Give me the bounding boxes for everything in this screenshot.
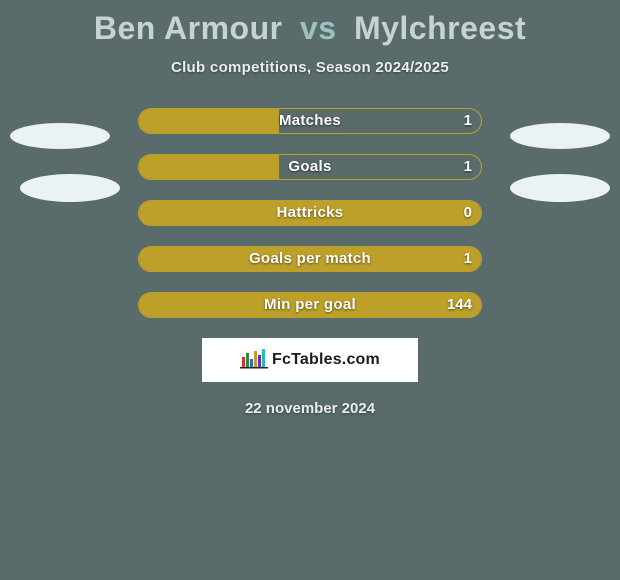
vs-separator: vs xyxy=(300,10,337,46)
stat-row: Goals1 xyxy=(138,154,482,180)
attribution-logo: FcTables.com xyxy=(202,338,418,382)
subtitle: Club competitions, Season 2024/2025 xyxy=(0,59,620,76)
page-title: Ben Armour vs Mylchreest xyxy=(0,0,620,47)
stat-label: Goals per match xyxy=(138,246,482,272)
stat-label: Min per goal xyxy=(138,292,482,318)
stat-label: Matches xyxy=(138,108,482,134)
player1-name: Ben Armour xyxy=(94,10,283,46)
stat-label: Hattricks xyxy=(138,200,482,226)
stat-value: 1 xyxy=(464,154,472,180)
stat-value: 1 xyxy=(464,246,472,272)
date-label: 22 november 2024 xyxy=(0,400,620,417)
logo-chart-icon xyxy=(240,347,268,374)
stat-bars: Matches1Goals1Hattricks0Goals per match1… xyxy=(0,108,620,318)
stat-row: Matches1 xyxy=(138,108,482,134)
stat-row: Goals per match1 xyxy=(138,246,482,272)
stat-label: Goals xyxy=(138,154,482,180)
logo-text: FcTables.com xyxy=(272,351,380,369)
player2-name: Mylchreest xyxy=(354,10,526,46)
stat-value: 1 xyxy=(464,108,472,134)
stat-value: 0 xyxy=(464,200,472,226)
stat-row: Min per goal144 xyxy=(138,292,482,318)
stat-value: 144 xyxy=(447,292,472,318)
comparison-widget: Ben Armour vs Mylchreest Club competitio… xyxy=(0,0,620,580)
stat-row: Hattricks0 xyxy=(138,200,482,226)
